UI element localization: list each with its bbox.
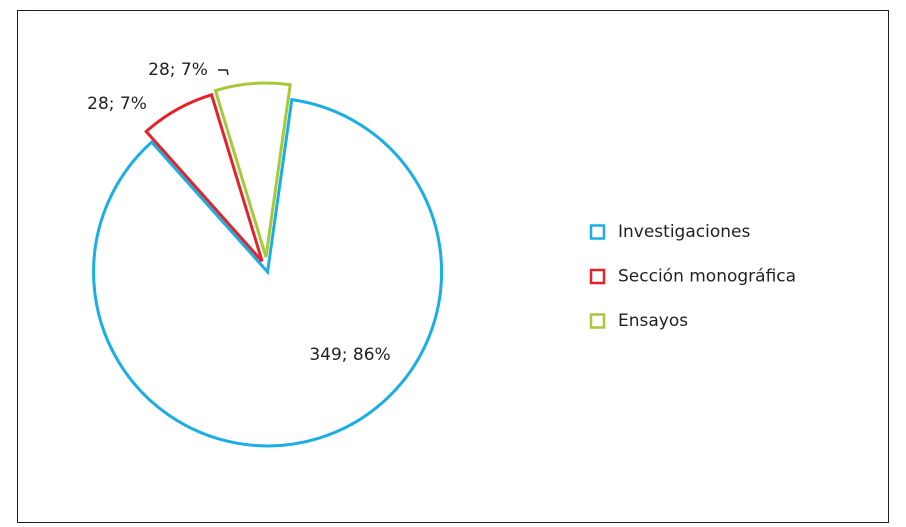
legend-swatch bbox=[589, 224, 606, 240]
pie-slice bbox=[213, 81, 292, 258]
data-label: 349; 86% bbox=[309, 345, 390, 365]
pie-slice bbox=[92, 97, 444, 448]
legend-swatch bbox=[589, 313, 606, 329]
leader-line bbox=[218, 69, 229, 76]
legend-label: Ensayos bbox=[618, 311, 688, 331]
data-label: 28; 7% bbox=[87, 94, 147, 114]
data-label: 28; 7% bbox=[148, 60, 208, 80]
legend-swatch bbox=[589, 268, 606, 285]
legend-label: Sección monográfica bbox=[618, 267, 796, 287]
legend-label: Investigaciones bbox=[618, 222, 750, 242]
pie-slice bbox=[144, 92, 264, 263]
